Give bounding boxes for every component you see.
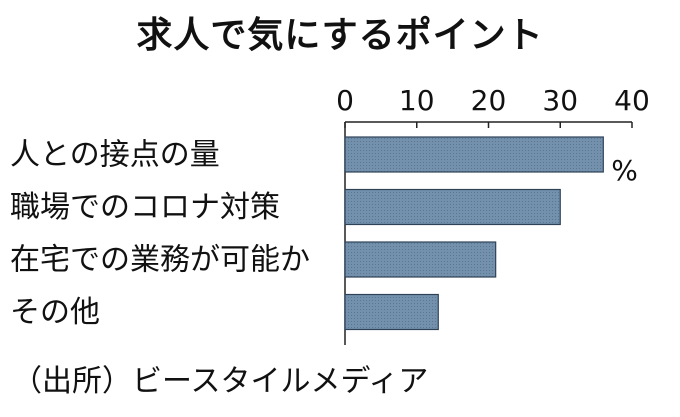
unit-label: %	[611, 154, 638, 187]
category-label: その他	[10, 295, 100, 330]
category-label: 職場でのコロナ対策	[10, 190, 280, 225]
x-tick-label: 10	[399, 84, 435, 117]
bars	[344, 136, 604, 331]
bar	[344, 136, 604, 173]
category-label: 人との接点の量	[10, 138, 220, 173]
bar	[344, 293, 439, 331]
chart-title: 求人で気にするポイント	[136, 15, 544, 56]
x-tick-label: 20	[471, 84, 507, 117]
x-tick-label: 0	[336, 84, 354, 117]
source-note: （出所）ビースタイルメディア	[12, 364, 429, 399]
x-tick-label: 40	[614, 84, 650, 117]
x-tick-label: 30	[542, 84, 578, 117]
x-axis: 0 10 20 30 40	[336, 84, 650, 345]
category-label: 在宅での業務が可能か	[10, 243, 310, 278]
bar	[344, 188, 561, 226]
bar	[344, 241, 497, 278]
